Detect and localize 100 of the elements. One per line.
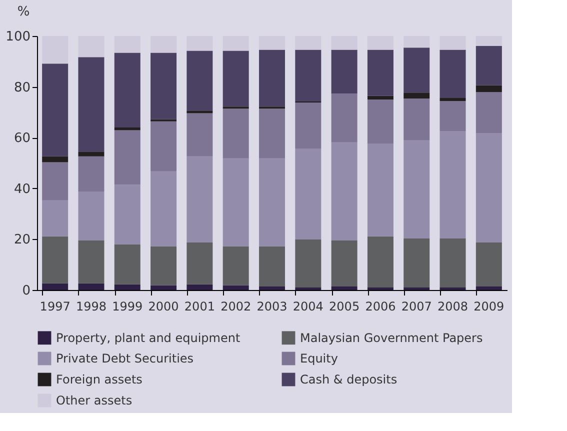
y-tick-label: 60: [14, 131, 30, 146]
bar: [78, 240, 104, 284]
x-tick-label: 2000: [148, 300, 179, 314]
x-tick-label: 1999: [112, 300, 143, 314]
bar: [440, 130, 466, 238]
bar: [78, 283, 104, 290]
bar: [259, 36, 285, 50]
x-tick-label: 2005: [329, 300, 360, 314]
bar: [150, 52, 177, 120]
bar: [476, 36, 502, 46]
bar: [186, 156, 213, 242]
bar: [367, 236, 394, 288]
bar: [295, 102, 322, 149]
y-axis-title: %: [17, 4, 30, 20]
bar: [367, 287, 394, 290]
bar: [186, 50, 213, 111]
bar: [78, 57, 104, 152]
x-tick-label: 2008: [437, 300, 468, 314]
bar: [114, 36, 140, 53]
bar: [476, 46, 502, 86]
legend-label: Malaysian Government Papers: [300, 330, 483, 345]
x-tick-label: 1997: [40, 300, 70, 314]
x-tick-label: 1998: [76, 300, 107, 314]
bar: [42, 283, 68, 290]
bar: [186, 36, 213, 51]
bar: [404, 238, 430, 288]
bar: [404, 287, 430, 290]
x-tick-label: 2002: [220, 300, 252, 314]
bar: [331, 50, 358, 94]
bar: [404, 92, 430, 98]
bar: [186, 110, 213, 114]
bar: [150, 121, 177, 172]
bar: [114, 284, 140, 290]
bar: [150, 285, 177, 290]
bar: [150, 171, 177, 246]
legend-label: Other assets: [56, 394, 132, 408]
bar: [404, 98, 430, 140]
bar: [259, 108, 285, 158]
bar: [440, 98, 466, 102]
bar: [42, 200, 68, 236]
bar: [295, 50, 322, 102]
bar: [186, 113, 213, 156]
bar: [150, 36, 177, 53]
bar: [295, 239, 322, 288]
bar: [367, 36, 394, 50]
bar: [331, 240, 358, 286]
x-tick-label: 2003: [256, 300, 288, 314]
bar: [222, 158, 249, 246]
bar: [78, 152, 104, 156]
bar: [42, 156, 68, 162]
legend-label: Foreign assets: [56, 372, 142, 386]
bar: [222, 285, 249, 290]
x-tick-label: 2009: [474, 300, 504, 314]
bar: [476, 286, 502, 290]
bar: [476, 133, 502, 242]
bar: [440, 36, 466, 50]
bar: [440, 50, 466, 98]
bar: [78, 191, 104, 240]
bar: [222, 36, 249, 51]
bar: [440, 101, 466, 131]
bar: [331, 286, 358, 290]
bar: [114, 244, 140, 284]
bar: [295, 36, 322, 50]
legend-label: Private Debt Securities: [56, 352, 194, 366]
bar: [222, 246, 249, 286]
bar: [42, 36, 68, 64]
bar: [259, 246, 285, 286]
bar: [367, 143, 394, 236]
x-tick-label: 2001: [184, 300, 215, 314]
legend-label: Property, plant and equipment: [56, 330, 240, 345]
bar: [114, 130, 140, 185]
bar: [42, 162, 68, 200]
bar: [222, 50, 249, 107]
bar: [222, 108, 249, 158]
bar: [404, 36, 430, 48]
y-tick-label: 20: [14, 232, 30, 248]
bar: [295, 148, 322, 240]
y-tick-label: 100: [6, 30, 30, 44]
bar: [114, 52, 140, 128]
bar: [114, 184, 140, 244]
bar: [440, 238, 466, 288]
bar: [42, 64, 68, 156]
bar: [295, 287, 322, 290]
y-tick-label: 40: [14, 182, 30, 197]
bar: [331, 94, 358, 142]
bar: [476, 92, 502, 134]
bar: [259, 50, 285, 107]
bar: [259, 158, 285, 246]
y-tick-label: 80: [14, 80, 30, 96]
bar: [367, 50, 394, 96]
bar: [404, 140, 430, 238]
bar: [186, 284, 213, 290]
bar: [331, 36, 358, 50]
bar: [404, 48, 430, 93]
x-tick-label: 2007: [401, 300, 432, 314]
bar: [331, 142, 358, 240]
bar: [186, 242, 213, 284]
bar: [150, 246, 177, 286]
bar: [476, 85, 502, 92]
x-tick-label: 2006: [365, 300, 396, 314]
